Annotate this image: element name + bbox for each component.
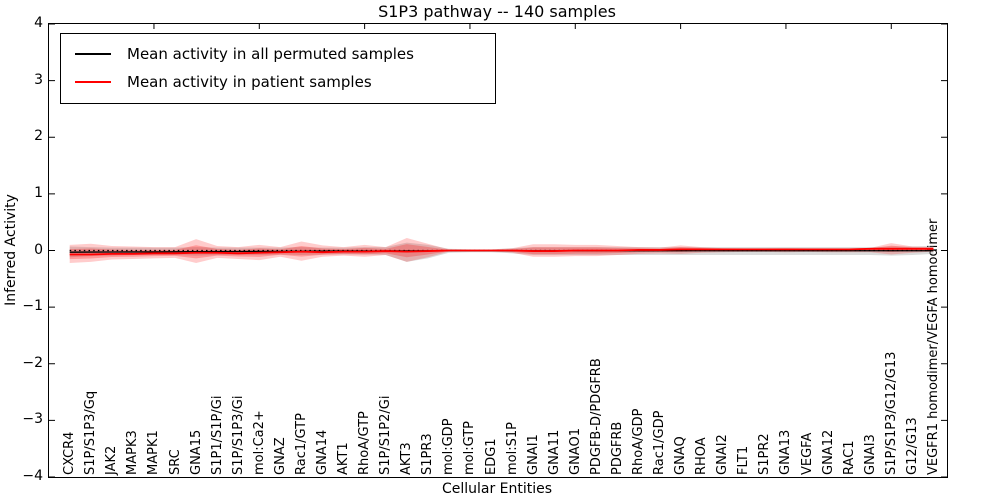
- legend-entry-permuted: Mean activity in all permuted samples: [61, 40, 495, 68]
- y-tick-label: −2: [22, 354, 43, 371]
- y-tick-label: −1: [22, 298, 43, 315]
- plot-area: CXCR4 S1P/S1P3/Gq JAK2 MAPK3 MAPK1 SRC GNA15 S1…: [48, 23, 948, 478]
- black-line-sample-icon: [75, 53, 111, 55]
- y-tick-label: 0: [34, 241, 43, 258]
- legend-label-patient: Mean activity in patient samples: [127, 73, 372, 91]
- plot-canvas: [49, 24, 947, 477]
- red-line-sample-icon: [75, 81, 111, 83]
- legend: Mean activity in all permuted samples Me…: [60, 33, 496, 104]
- y-tick-label: 2: [34, 128, 43, 145]
- x-axis-title: Cellular Entities: [441, 481, 553, 497]
- y-tick-label: −4: [22, 468, 43, 484]
- legend-label-permuted: Mean activity in all permuted samples: [127, 45, 414, 63]
- y-tick-label: −3: [22, 411, 43, 428]
- y-tick-label: 1: [34, 184, 43, 201]
- legend-entry-patient: Mean activity in patient samples: [61, 68, 495, 96]
- y-tick-label: 4: [34, 15, 43, 31]
- y-tick-label: 3: [34, 71, 43, 88]
- chart-title: S1P3 pathway -- 140 samples: [378, 2, 616, 21]
